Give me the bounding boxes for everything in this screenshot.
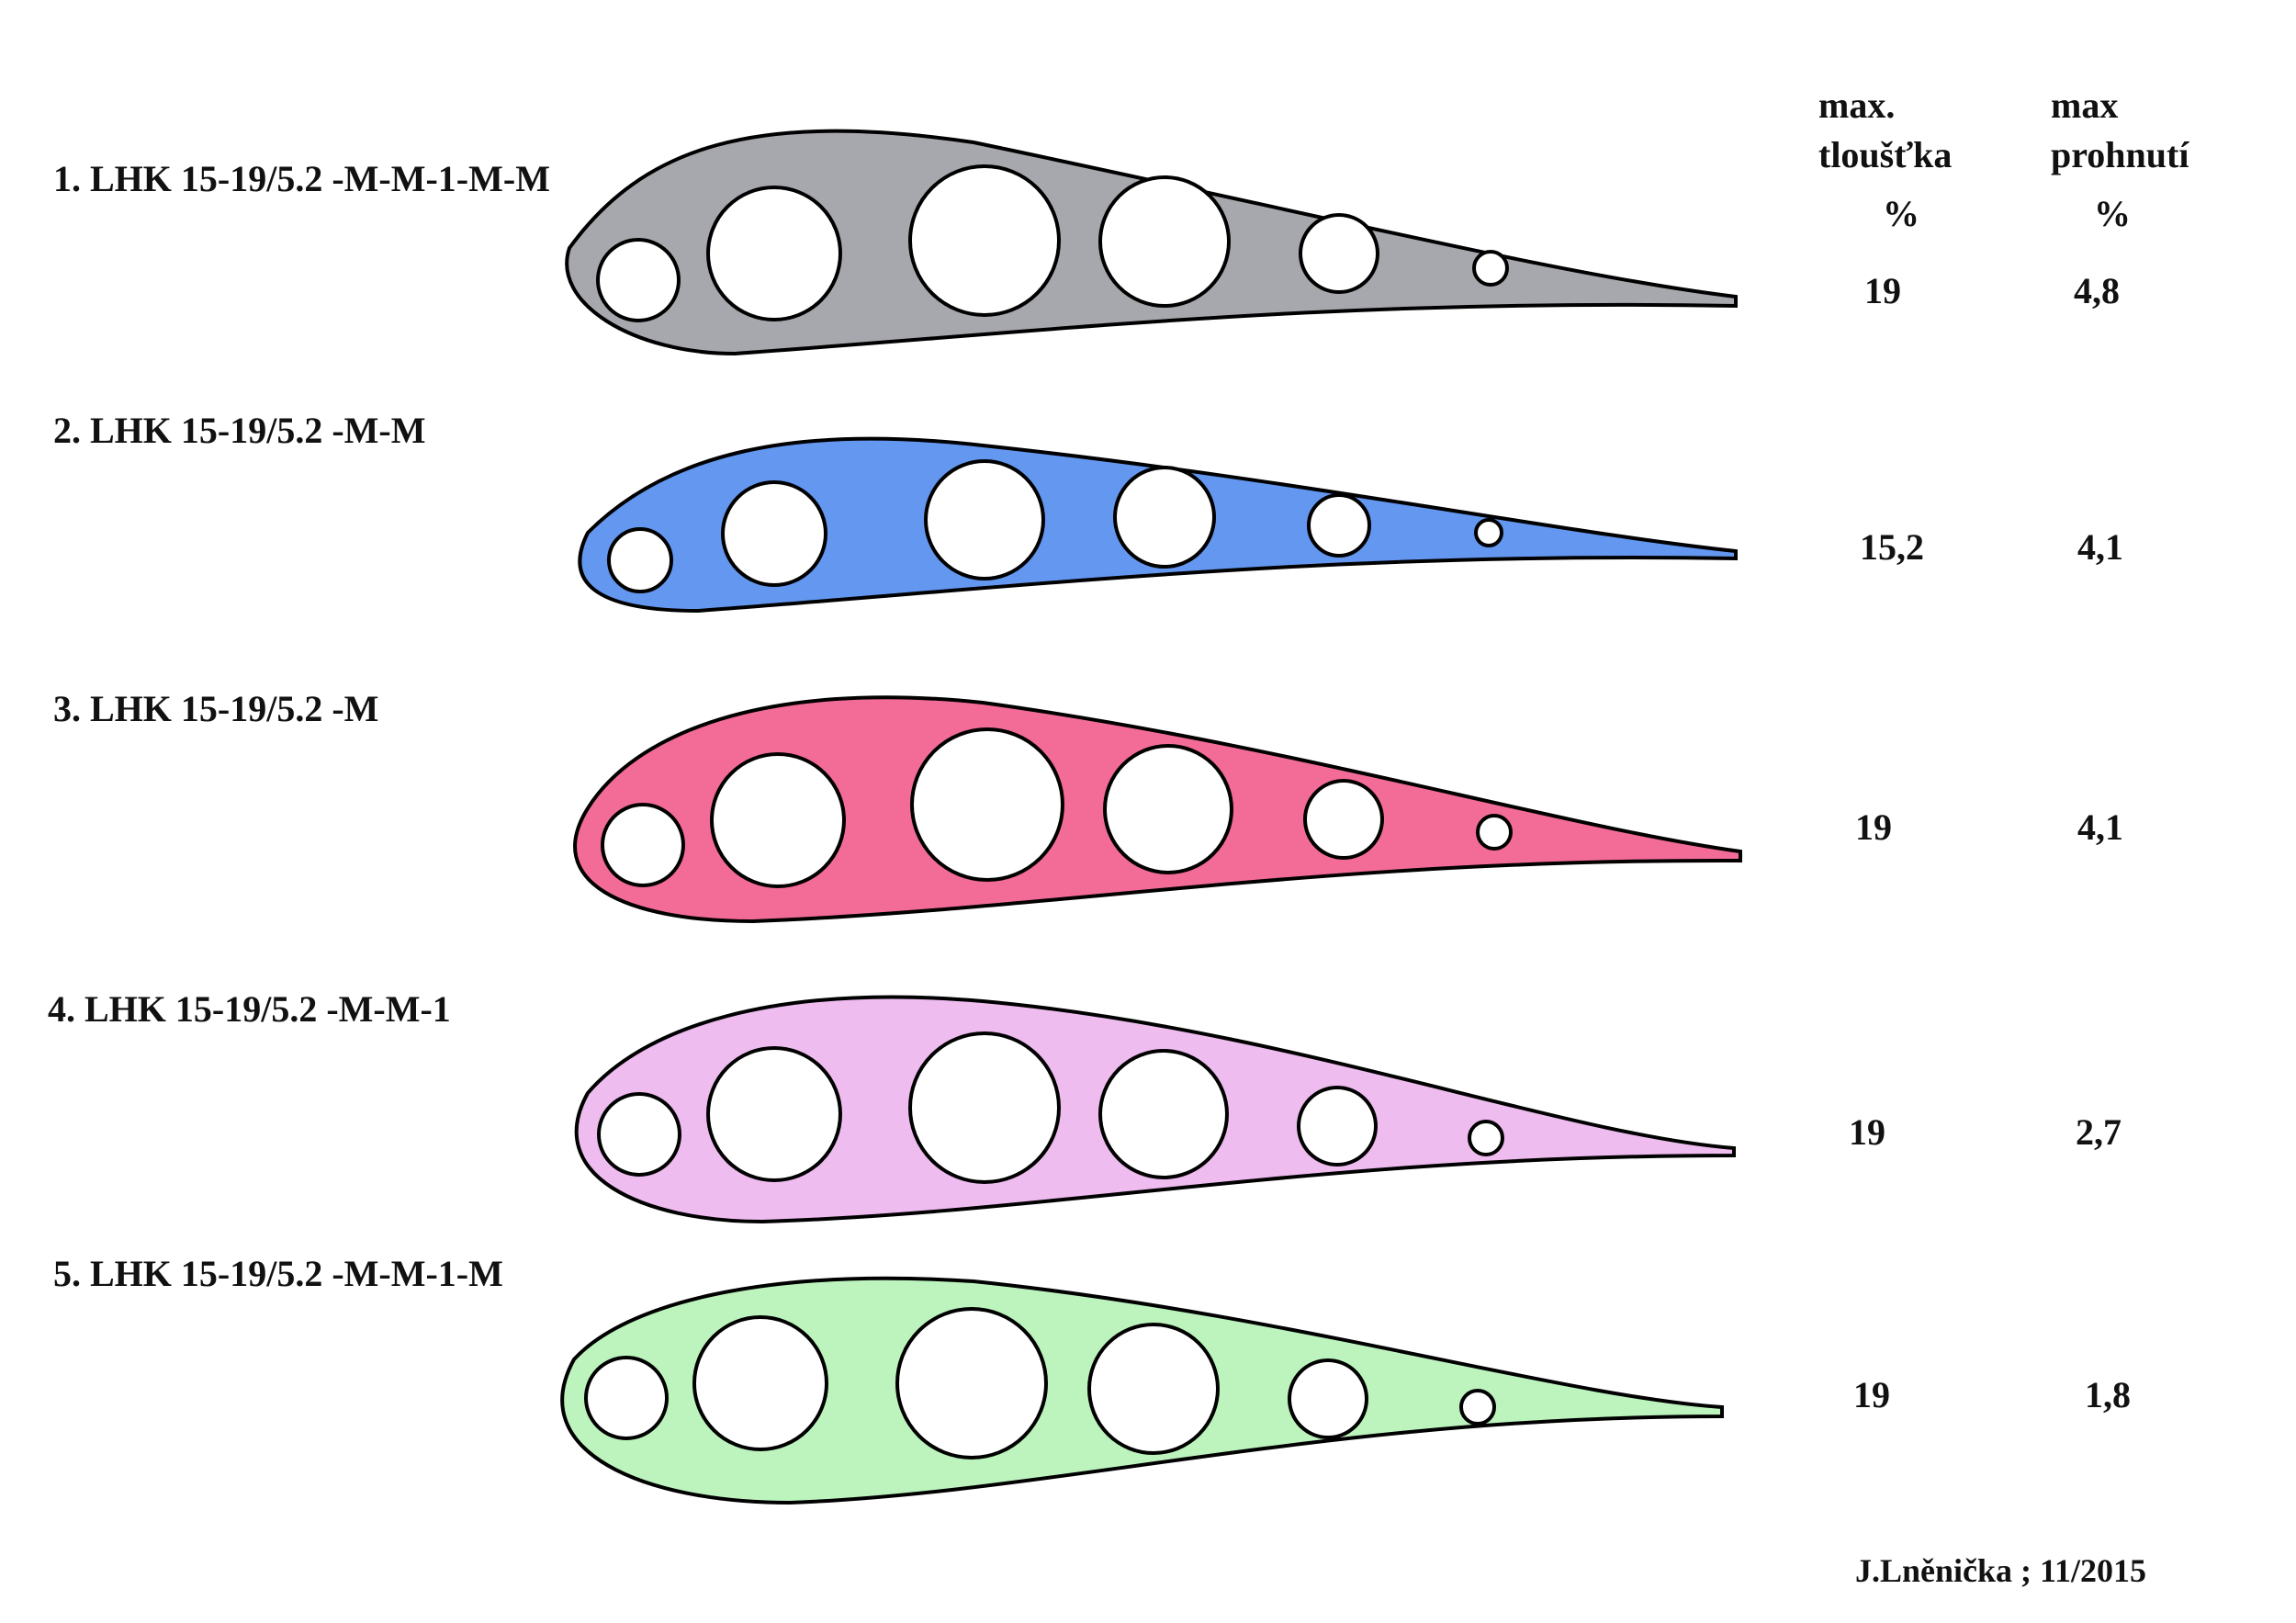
lightening-hole	[1472, 250, 1509, 287]
lightening-hole	[1474, 518, 1503, 547]
lightening-hole	[908, 164, 1061, 317]
thickness-header-line1: max.	[1818, 85, 1895, 126]
camber-value: 1,8	[2085, 1374, 2131, 1415]
camber-header-line2: prohnutí	[2051, 134, 2189, 175]
lightening-hole	[1468, 1120, 1504, 1156]
profile-2: 2. LHK 15-19/5.2 -M-M 15,2 4,1	[53, 410, 2123, 614]
thickness-value: 19	[1849, 1111, 1885, 1153]
thickness-value: 19	[1864, 270, 1901, 311]
profile-label: 2. LHK 15-19/5.2 -M-M	[53, 410, 426, 451]
lightening-hole	[1297, 1086, 1378, 1167]
thickness-value: 19	[1855, 806, 1892, 848]
lightening-hole	[1098, 175, 1231, 308]
thickness-header-unit: %	[1883, 193, 1919, 234]
lightening-hole	[706, 1046, 842, 1182]
thickness-header-line2: tloušťka	[1818, 134, 1952, 175]
lightening-hole	[910, 727, 1064, 882]
camber-value: 4,1	[2077, 526, 2123, 568]
lightening-hole	[584, 1356, 669, 1440]
profile-label: 3. LHK 15-19/5.2 -M	[53, 688, 378, 729]
lightening-hole	[607, 527, 673, 593]
author-signature: J.Lněnička ; 11/2015	[1855, 1552, 2146, 1589]
lightening-hole	[1098, 1049, 1229, 1179]
profile-3: 3. LHK 15-19/5.2 -M 19 4,1	[53, 688, 2123, 924]
lightening-hole	[908, 1031, 1061, 1184]
lightening-hole	[924, 459, 1045, 580]
lightening-hole	[721, 480, 827, 587]
lightening-hole	[597, 1092, 681, 1177]
thickness-value: 15,2	[1860, 526, 1924, 568]
camber-value: 4,1	[2077, 806, 2123, 848]
profile-label: 5. LHK 15-19/5.2 -M-M-1-M	[53, 1253, 503, 1294]
lightening-hole	[1303, 779, 1384, 860]
camber-value: 4,8	[2074, 270, 2120, 311]
lightening-hole	[1307, 493, 1371, 558]
profile-4: 4. LHK 15-19/5.2 -M-M-1 19 2,7	[48, 988, 2122, 1224]
profile-1: 1. LHK 15-19/5.2 -M-M-1-M-M 19 4,8	[53, 129, 2120, 356]
lightening-hole	[601, 803, 685, 887]
profile-label: 4. LHK 15-19/5.2 -M-M-1	[48, 988, 451, 1030]
lightening-hole	[692, 1315, 828, 1451]
lightening-hole	[1459, 1389, 1496, 1426]
thickness-value: 19	[1853, 1374, 1890, 1415]
lightening-hole	[1288, 1358, 1368, 1439]
lightening-hole	[1113, 466, 1216, 569]
lightening-hole	[1476, 814, 1513, 851]
lightening-hole	[1087, 1323, 1220, 1455]
lightening-hole	[596, 238, 681, 322]
profile-label: 1. LHK 15-19/5.2 -M-M-1-M-M	[53, 158, 550, 199]
camber-value: 2,7	[2076, 1111, 2122, 1153]
lightening-hole	[706, 186, 842, 321]
camber-header-unit: %	[2094, 193, 2131, 234]
lightening-hole	[895, 1307, 1048, 1460]
profile-5: 5. LHK 15-19/5.2 -M-M-1-M 19 1,8	[53, 1253, 2131, 1505]
lightening-hole	[1103, 744, 1233, 874]
lightening-hole	[1299, 213, 1379, 294]
lightening-hole	[710, 752, 846, 888]
camber-header-line1: max	[2051, 85, 2118, 126]
